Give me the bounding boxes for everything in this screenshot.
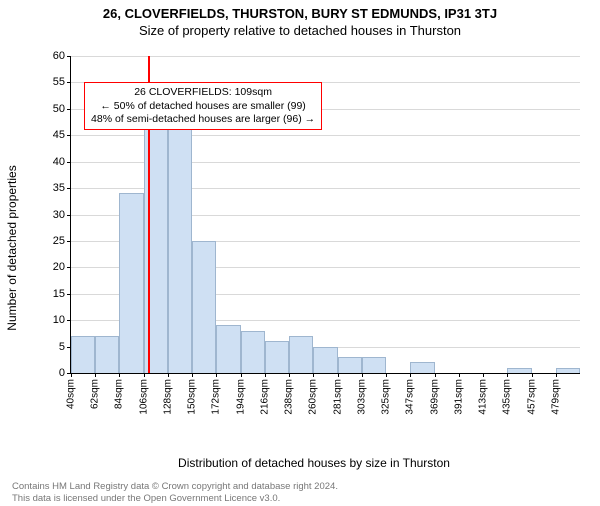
- ytick-label: 5: [59, 341, 65, 353]
- xtick-label: 260sqm: [308, 379, 319, 415]
- histogram-bar: [119, 193, 143, 373]
- ytick-mark: [67, 162, 71, 163]
- annotation-line3: 48% of semi-detached houses are larger (…: [91, 113, 315, 126]
- ytick-label: 25: [53, 235, 65, 247]
- histogram-bar: [362, 357, 386, 373]
- histogram-bar: [241, 331, 265, 373]
- annotation-line2: ← 50% of detached houses are smaller (99…: [91, 100, 315, 113]
- xtick-label: 413sqm: [478, 379, 489, 415]
- ytick-mark: [67, 320, 71, 321]
- ytick-mark: [67, 241, 71, 242]
- ytick-mark: [67, 188, 71, 189]
- xtick-mark: [435, 373, 436, 377]
- histogram-bar: [95, 336, 119, 373]
- xtick-label: 369sqm: [429, 379, 440, 415]
- xtick-mark: [483, 373, 484, 377]
- xtick-label: 303sqm: [356, 379, 367, 415]
- ytick-label: 20: [53, 261, 65, 273]
- ytick-label: 15: [53, 288, 65, 300]
- x-axis-label: Distribution of detached houses by size …: [178, 456, 450, 470]
- xtick-mark: [95, 373, 96, 377]
- ytick-label: 60: [53, 50, 65, 62]
- annotation-box: 26 CLOVERFIELDS: 109sqm← 50% of detached…: [84, 82, 322, 129]
- ytick-mark: [67, 82, 71, 83]
- xtick-mark: [119, 373, 120, 377]
- footer-line-1: Contains HM Land Registry data © Crown c…: [12, 481, 338, 492]
- xtick-mark: [556, 373, 557, 377]
- xtick-mark: [338, 373, 339, 377]
- ytick-label: 55: [53, 76, 65, 88]
- xtick-mark: [410, 373, 411, 377]
- xtick-label: 106sqm: [138, 379, 149, 415]
- ytick-label: 40: [53, 156, 65, 168]
- xtick-label: 238sqm: [284, 379, 295, 415]
- xtick-mark: [192, 373, 193, 377]
- ytick-mark: [67, 135, 71, 136]
- xtick-label: 150sqm: [187, 379, 198, 415]
- y-axis-label: Number of detached properties: [5, 165, 19, 330]
- xtick-mark: [289, 373, 290, 377]
- histogram-bar: [313, 347, 337, 373]
- ytick-label: 35: [53, 182, 65, 194]
- xtick-label: 347sqm: [405, 379, 416, 415]
- histogram-bar: [556, 368, 580, 373]
- xtick-label: 435sqm: [502, 379, 513, 415]
- ytick-label: 45: [53, 129, 65, 141]
- xtick-label: 40sqm: [66, 379, 77, 409]
- ytick-label: 30: [53, 209, 65, 221]
- histogram-bar: [216, 325, 240, 373]
- xtick-mark: [241, 373, 242, 377]
- xtick-label: 62sqm: [90, 379, 101, 409]
- xtick-mark: [168, 373, 169, 377]
- xtick-label: 479sqm: [550, 379, 561, 415]
- xtick-label: 84sqm: [114, 379, 125, 409]
- xtick-mark: [459, 373, 460, 377]
- xtick-label: 391sqm: [453, 379, 464, 415]
- xtick-label: 325sqm: [381, 379, 392, 415]
- ytick-mark: [67, 56, 71, 57]
- ytick-label: 0: [59, 367, 65, 379]
- footer-line-2: This data is licensed under the Open Gov…: [12, 493, 338, 504]
- xtick-mark: [216, 373, 217, 377]
- annotation-line1: 26 CLOVERFIELDS: 109sqm: [91, 86, 315, 99]
- ytick-label: 10: [53, 314, 65, 326]
- histogram-bar: [289, 336, 313, 373]
- chart-container: Number of detached properties 0510152025…: [44, 56, 584, 426]
- histogram-bar: [265, 341, 289, 373]
- xtick-mark: [313, 373, 314, 377]
- histogram-bar: [410, 362, 434, 373]
- histogram-bar: [192, 241, 216, 373]
- xtick-label: 172sqm: [211, 379, 222, 415]
- page-subtitle: Size of property relative to detached ho…: [0, 23, 600, 38]
- xtick-mark: [144, 373, 145, 377]
- xtick-mark: [71, 373, 72, 377]
- histogram-bar: [168, 119, 192, 373]
- xtick-mark: [362, 373, 363, 377]
- plot-area: 05101520253035404550556040sqm62sqm84sqm1…: [70, 56, 580, 374]
- ytick-mark: [67, 215, 71, 216]
- xtick-label: 194sqm: [235, 379, 246, 415]
- xtick-mark: [507, 373, 508, 377]
- xtick-label: 281sqm: [332, 379, 343, 415]
- ytick-mark: [67, 267, 71, 268]
- histogram-bar: [338, 357, 362, 373]
- xtick-label: 216sqm: [259, 379, 270, 415]
- xtick-label: 128sqm: [162, 379, 173, 415]
- ytick-mark: [67, 294, 71, 295]
- page-title: 26, CLOVERFIELDS, THURSTON, BURY ST EDMU…: [0, 6, 600, 21]
- footer-attribution: Contains HM Land Registry data © Crown c…: [12, 481, 338, 504]
- histogram-bar: [507, 368, 531, 373]
- xtick-mark: [532, 373, 533, 377]
- ytick-mark: [67, 109, 71, 110]
- xtick-mark: [265, 373, 266, 377]
- histogram-bar: [71, 336, 95, 373]
- ytick-label: 50: [53, 103, 65, 115]
- xtick-mark: [386, 373, 387, 377]
- xtick-label: 457sqm: [526, 379, 537, 415]
